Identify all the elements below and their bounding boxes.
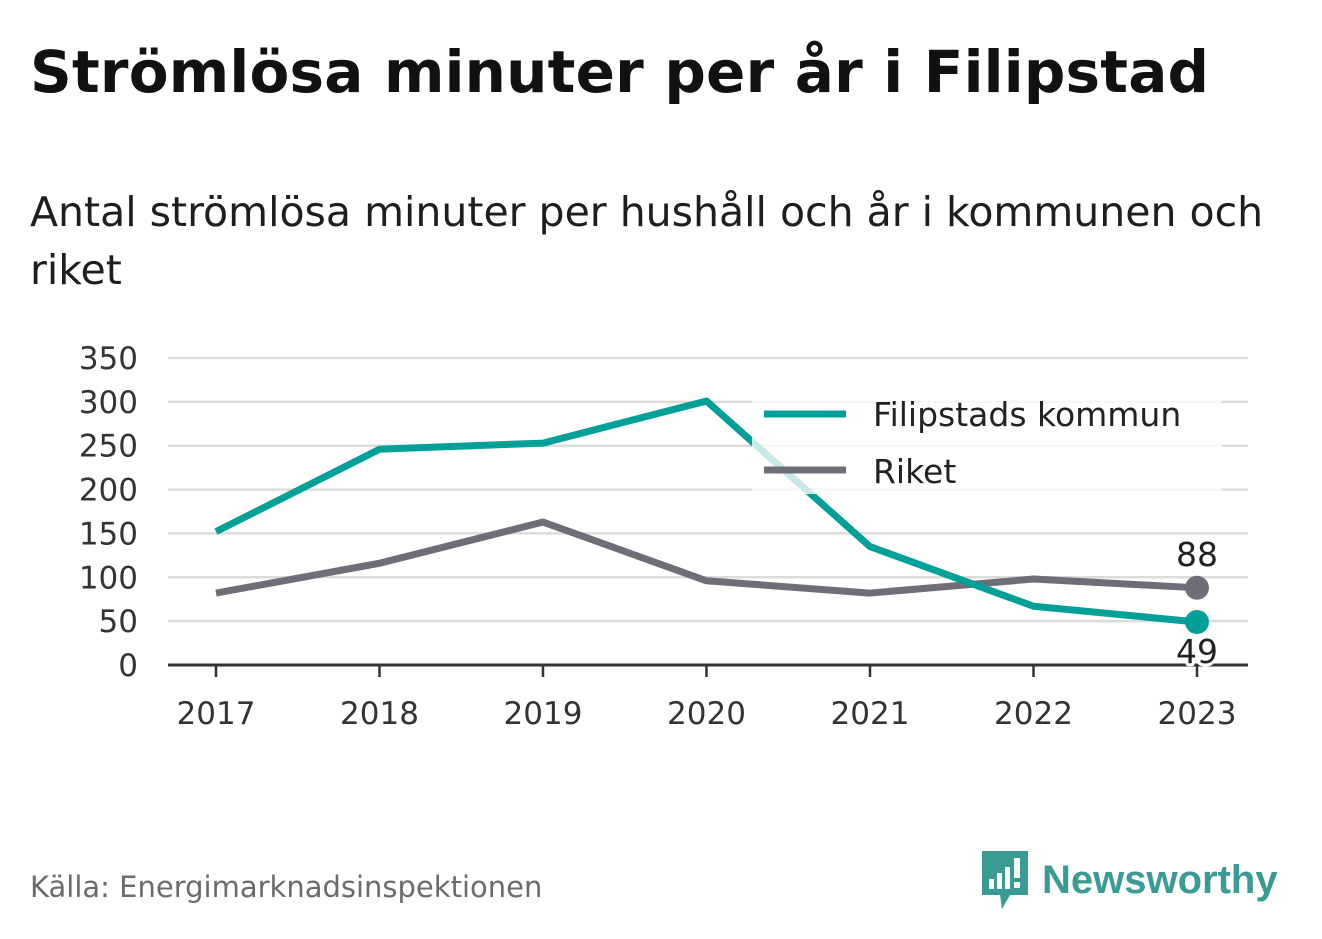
x-tick-label: 2018 [340, 696, 419, 732]
brand-logo[interactable]: Newsworthy [980, 848, 1278, 912]
x-tick-label: 2021 [831, 696, 910, 732]
x-tick-label: 2020 [667, 696, 746, 732]
series-end-markers: 49 88 [1173, 532, 1221, 674]
chart-title: Strömlösa minuter per år i Filipstad [30, 38, 1210, 106]
series-line-filipstad [214, 397, 1198, 626]
legend-label-filipstad: Filipstads kommun [873, 395, 1181, 434]
legend-label-riket: Riket [873, 452, 956, 491]
y-tick-label: 200 [79, 473, 138, 509]
newsworthy-logo-icon [982, 851, 1028, 909]
y-tick-label: 350 [79, 341, 138, 377]
legend-background [752, 386, 1222, 494]
end-label-filipstad: 49 [1176, 632, 1218, 671]
series-line-riket [215, 518, 1198, 597]
y-tick-label: 250 [79, 429, 138, 465]
end-marker-filipstad [1185, 610, 1209, 635]
x-tick-label: 2023 [1158, 696, 1237, 732]
end-marker-riket [1185, 575, 1209, 600]
y-tick-label: 300 [79, 385, 138, 421]
source-note: Källa: Energimarknadsinspektionen [30, 870, 543, 904]
y-tick-label: 0 [118, 648, 138, 684]
x-axis-ticks: 2017 2018 2019 2020 2021 2022 2023 [177, 665, 1237, 732]
y-tick-label: 150 [79, 516, 138, 552]
y-axis-ticks: 350 300 250 200 150 100 50 0 [79, 341, 138, 684]
x-tick-label: 2019 [504, 696, 583, 732]
brand-name: Newsworthy [1042, 857, 1278, 902]
y-tick-label: 100 [79, 560, 138, 596]
series-lines [214, 397, 1198, 626]
chart-subtitle: Antal strömlösa minuter per hushåll och … [30, 188, 1264, 294]
x-tick-label: 2017 [177, 696, 256, 732]
x-tick-label: 2022 [994, 696, 1073, 732]
end-label-riket: 88 [1176, 535, 1218, 574]
y-tick-label: 50 [99, 604, 138, 640]
legend: Filipstads kommun Riket [752, 386, 1222, 494]
